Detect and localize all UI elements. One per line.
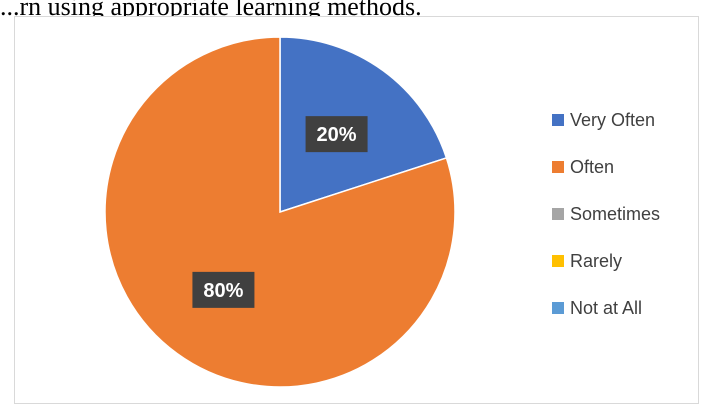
legend-label: Not at All xyxy=(570,297,643,318)
legend-item-not-at-all: Not at All xyxy=(552,296,702,320)
data-label-text: 80% xyxy=(203,280,243,302)
question-caption: ...rn using appropriate learning methods… xyxy=(0,0,422,21)
data-label-box xyxy=(192,271,255,308)
data-label-often: 80% xyxy=(192,271,255,308)
legend-item-often: Often xyxy=(552,155,702,179)
legend-item-rarely: Rarely xyxy=(552,249,702,273)
legend-swatch xyxy=(552,208,564,220)
data-label-very-often: 20% xyxy=(305,116,368,153)
data-label-box xyxy=(305,116,368,153)
legend-label: Rarely xyxy=(570,250,623,271)
legend-item-very-often: Very Often xyxy=(552,108,702,132)
data-label-text: 20% xyxy=(317,124,357,146)
legend-swatch xyxy=(552,255,564,267)
legend-swatch xyxy=(552,161,564,173)
chart-legend: Very Often Often Sometimes Rarely Not at… xyxy=(552,108,702,343)
legend-swatch xyxy=(552,114,564,126)
legend-label: Very Often xyxy=(570,109,656,130)
legend-label: Sometimes xyxy=(570,203,661,224)
legend-swatch xyxy=(552,302,564,314)
legend-label: Often xyxy=(570,156,615,177)
legend-item-sometimes: Sometimes xyxy=(552,202,702,226)
